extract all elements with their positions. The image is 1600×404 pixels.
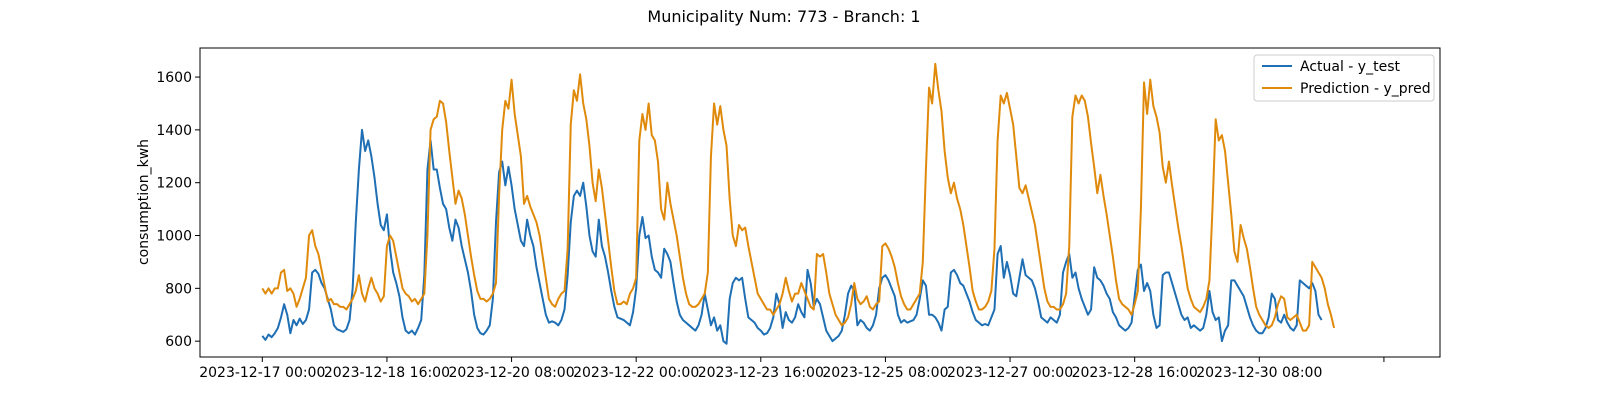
legend-label-prediction: Prediction - y_pred xyxy=(1300,81,1431,97)
y-tick-label: 600 xyxy=(165,334,192,350)
legend-box xyxy=(1253,54,1435,102)
x-tick-label: 2023-12-25 08:00 xyxy=(822,365,948,381)
x-tick-label: 2023-12-22 00:00 xyxy=(573,365,699,381)
series-line-prediction xyxy=(261,62,1336,332)
y-axis-label: consumption_kwh xyxy=(136,139,152,265)
y-tick-label: 1400 xyxy=(156,123,192,139)
x-tick-label: 2023-12-23 16:00 xyxy=(698,365,824,381)
y-tick-label: 800 xyxy=(165,281,192,297)
chart-title: Municipality Num: 773 - Branch: 1 xyxy=(647,7,920,26)
x-tick-label: 2023-12-20 08:00 xyxy=(448,365,574,381)
x-tick-label: 2023-12-28 16:00 xyxy=(1072,365,1198,381)
x-tick-label: 2023-12-18 16:00 xyxy=(324,365,450,381)
y-tick-label: 1200 xyxy=(156,176,192,192)
series-line-actual xyxy=(261,128,1323,345)
plot-area xyxy=(199,47,1441,358)
legend-label-actual: Actual - y_test xyxy=(1300,59,1400,75)
x-tick-label: 2023-12-17 00:00 xyxy=(199,365,325,381)
y-tick-label: 1000 xyxy=(156,229,192,245)
legend: Actual - y_test Prediction - y_pred xyxy=(1253,54,1435,102)
series-layer xyxy=(261,62,1336,345)
x-tick-label: 2023-12-27 00:00 xyxy=(947,365,1073,381)
x-tick-label: 2023-12-30 08:00 xyxy=(1196,365,1322,381)
y-axis: 600 800 1000 1200 1400 1600 xyxy=(156,70,200,350)
y-tick-label: 1600 xyxy=(156,70,192,86)
